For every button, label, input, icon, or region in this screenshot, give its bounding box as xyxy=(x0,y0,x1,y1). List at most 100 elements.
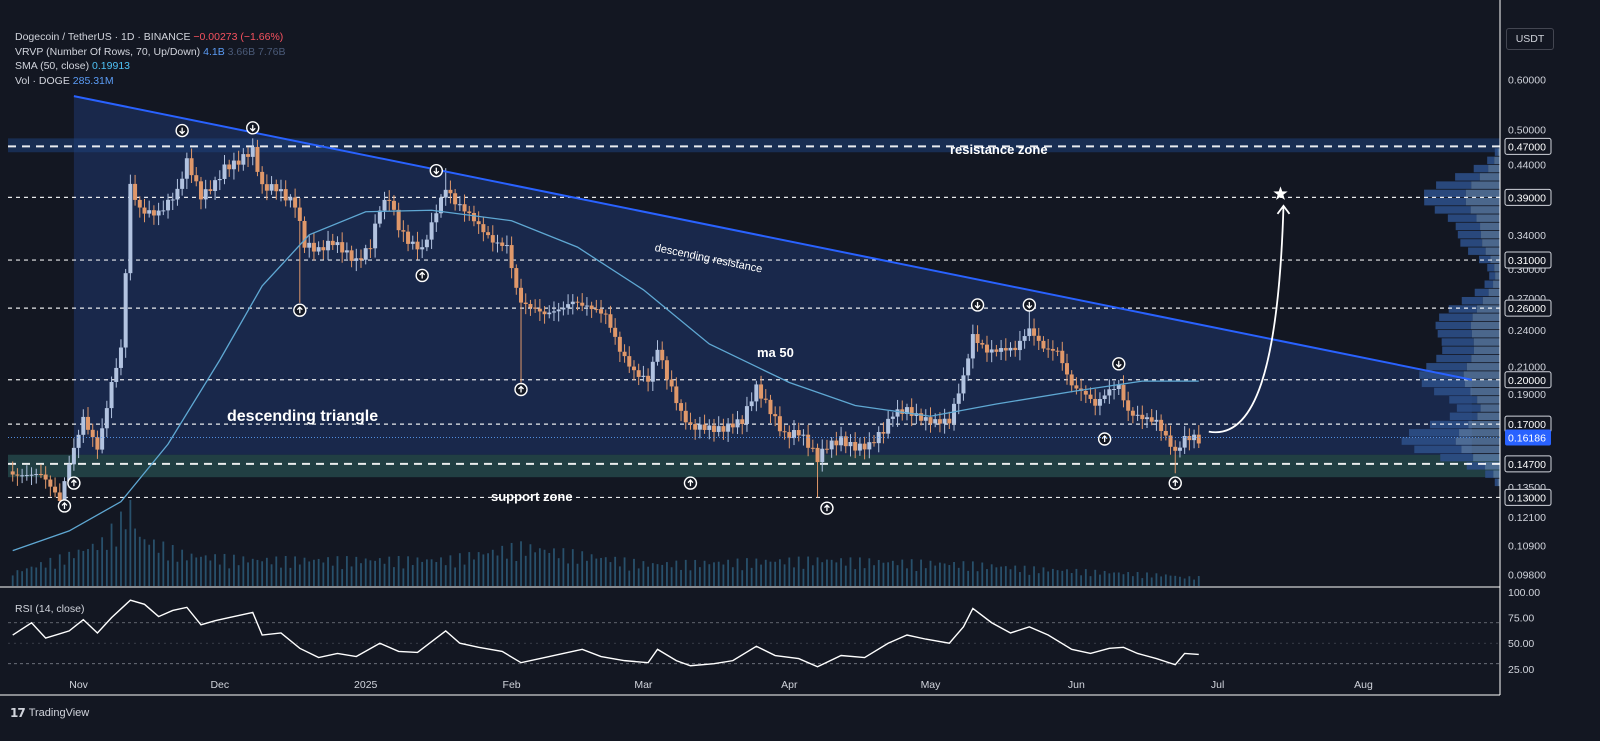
currency-button[interactable]: USDT xyxy=(1506,28,1554,50)
candle xyxy=(297,198,302,303)
tradingview-logo[interactable]: 17 TradingView xyxy=(10,706,89,720)
vp-bar-up xyxy=(1441,338,1474,346)
candle xyxy=(467,205,472,221)
candle-body xyxy=(1121,384,1126,401)
volume-bar xyxy=(741,570,744,586)
volume-bar xyxy=(567,563,569,586)
volume-bar xyxy=(618,566,621,586)
candle xyxy=(410,235,415,250)
sma-row[interactable]: SMA (50, close) 0.19913 xyxy=(15,59,285,74)
volume-bar xyxy=(383,563,386,586)
price-change: −0.00273 (−1.66%) xyxy=(193,31,284,43)
candle-body xyxy=(1041,340,1046,349)
volume-bar xyxy=(228,568,231,586)
volume-bar xyxy=(1174,575,1177,586)
candle-body xyxy=(10,471,15,475)
volume-bar xyxy=(586,560,588,586)
volume-bar xyxy=(223,553,226,586)
volume-bar xyxy=(703,560,706,586)
candle xyxy=(782,425,787,440)
volume-bar xyxy=(915,570,918,586)
volume-bar xyxy=(680,569,682,586)
candle xyxy=(481,217,486,242)
vp-bar-up xyxy=(1448,305,1477,313)
volume-bar xyxy=(251,558,254,586)
candle-body xyxy=(580,302,585,306)
candle xyxy=(231,152,236,180)
candle-body xyxy=(43,474,48,480)
rsi-tick-label: 50.00 xyxy=(1508,638,1534,650)
vp-bar-up xyxy=(1439,313,1473,321)
candle xyxy=(147,200,152,218)
candle-body xyxy=(631,366,636,371)
candle xyxy=(330,233,335,250)
candle-body xyxy=(326,240,331,251)
volume-bars xyxy=(11,499,1200,586)
candle xyxy=(1008,342,1013,357)
candle-body xyxy=(316,247,321,252)
candle xyxy=(236,150,241,172)
candle xyxy=(1041,336,1046,352)
candle-body xyxy=(1013,347,1018,351)
candle xyxy=(443,168,448,206)
candle-body xyxy=(702,424,707,430)
candle xyxy=(100,418,105,454)
rsi-label[interactable]: RSI (14, close) xyxy=(15,603,85,615)
volume-bar xyxy=(1188,576,1191,586)
candle-body xyxy=(806,434,811,448)
vp-bar-down xyxy=(1485,247,1500,255)
volume-bar xyxy=(722,564,725,586)
candle xyxy=(1196,425,1201,449)
candle-body xyxy=(933,419,938,424)
volume-bar xyxy=(1094,569,1097,586)
candle-body xyxy=(1140,414,1145,420)
price-axis: 0.700000.600000.500000.440000.340000.300… xyxy=(1504,33,1552,582)
candle-body xyxy=(198,181,203,200)
projection-arrow xyxy=(1208,205,1285,434)
volume-bar xyxy=(1108,573,1111,586)
volume-bar xyxy=(1164,574,1167,586)
tradingview-mark-icon: 17 xyxy=(10,706,26,720)
vp-bar-up xyxy=(1414,445,1462,454)
candle xyxy=(570,294,575,315)
candle-body xyxy=(1135,414,1140,416)
level-tag-box xyxy=(1504,251,1552,269)
volume-bar xyxy=(54,568,56,586)
volume-bar xyxy=(623,557,626,586)
volume-bar xyxy=(402,568,405,586)
volume-bar xyxy=(529,544,532,586)
volume-bar xyxy=(496,555,499,586)
candle xyxy=(829,437,834,458)
vrvp-row[interactable]: VRVP (Number Of Rows, 70, Up/Down) 4.1B … xyxy=(15,45,285,60)
volume-bar xyxy=(87,549,89,586)
candle-body xyxy=(773,414,778,417)
symbol-title: Dogecoin / TetherUS · 1D · BINANCE xyxy=(15,31,191,43)
candle xyxy=(391,195,396,216)
level-tag: 0.47000 xyxy=(1504,137,1552,155)
vp-bar-up xyxy=(1461,297,1483,305)
brand-name: TradingView xyxy=(28,707,90,719)
candle xyxy=(523,293,528,315)
volume-bar xyxy=(1197,576,1200,586)
symbol-row[interactable]: Dogecoin / TetherUS · 1D · BINANCE −0.00… xyxy=(15,30,285,45)
candle-body xyxy=(227,164,232,170)
candle xyxy=(227,159,232,177)
volume-bar xyxy=(303,557,306,586)
volume-bar xyxy=(939,562,941,586)
vp-bar-up xyxy=(1456,404,1481,412)
candle-body xyxy=(358,258,363,260)
volume-bar xyxy=(802,568,805,586)
current-price-label: 0.16186 xyxy=(1508,433,1546,445)
vp-bar-up xyxy=(1426,363,1467,371)
candle-body xyxy=(989,349,994,353)
sma-value: 0.19913 xyxy=(92,60,131,72)
marker-arrow xyxy=(249,124,256,132)
volume-bar xyxy=(214,554,216,586)
volume-bar xyxy=(595,558,598,586)
candle xyxy=(721,418,726,440)
candle-body xyxy=(613,327,618,337)
candle xyxy=(580,293,585,312)
volume-row[interactable]: Vol · DOGE 285.31M xyxy=(15,74,285,89)
volume-bar xyxy=(397,556,400,586)
